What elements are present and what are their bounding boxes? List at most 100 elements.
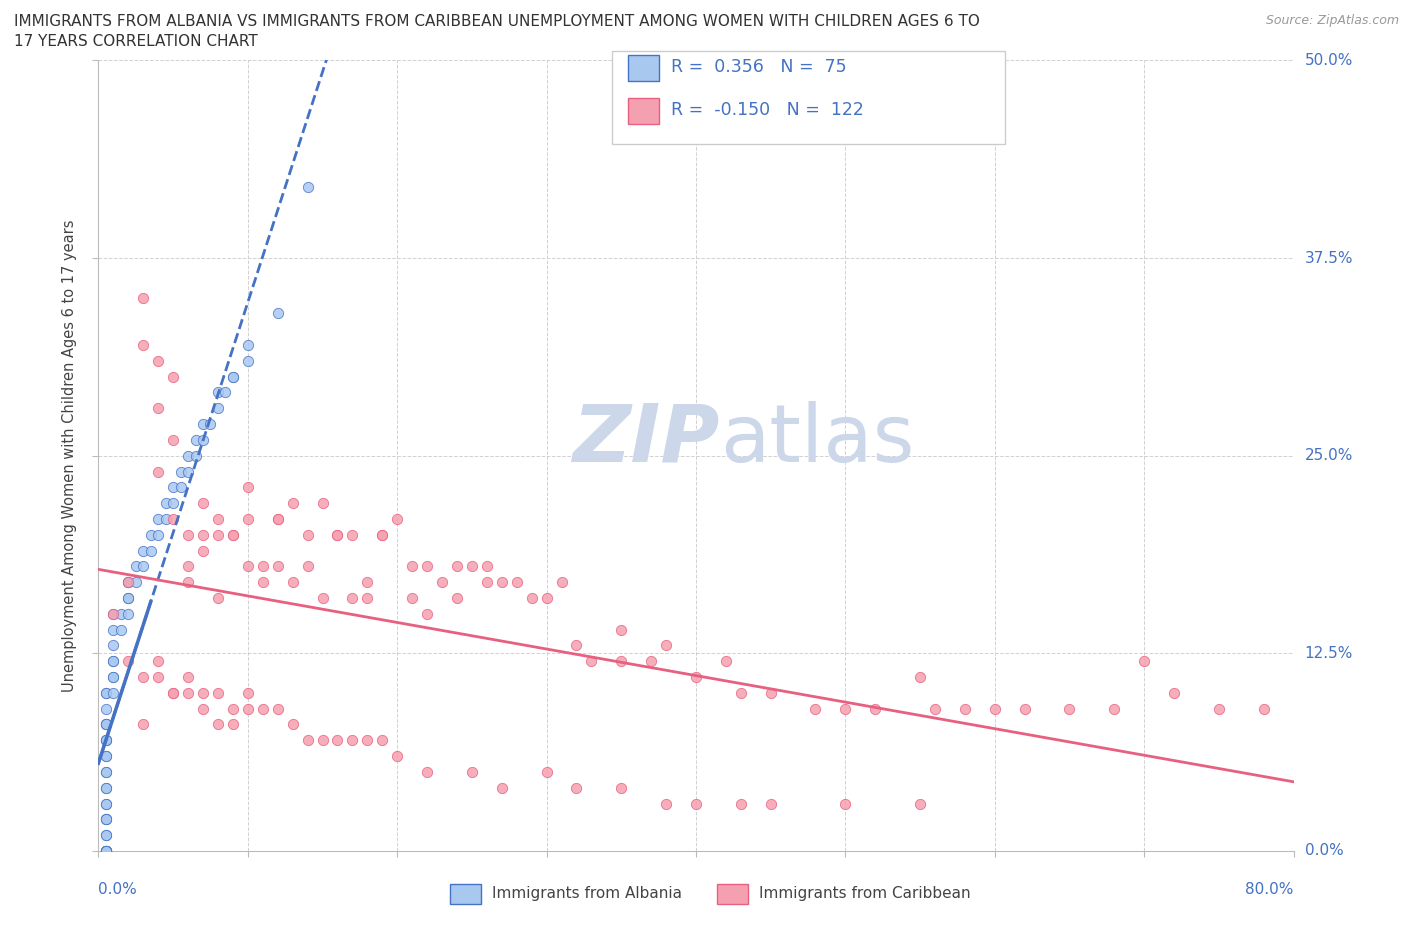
Text: Immigrants from Caribbean: Immigrants from Caribbean bbox=[759, 886, 972, 901]
Point bbox=[297, 733, 319, 748]
Point bbox=[94, 764, 117, 779]
Point bbox=[520, 591, 543, 605]
Point bbox=[759, 796, 782, 811]
Point bbox=[461, 764, 484, 779]
Text: ZIP: ZIP bbox=[572, 401, 720, 479]
Point bbox=[953, 701, 976, 716]
Point bbox=[177, 670, 200, 684]
Point bbox=[267, 512, 290, 526]
Point bbox=[491, 780, 513, 795]
Point bbox=[475, 559, 498, 574]
Point bbox=[685, 670, 707, 684]
Point bbox=[759, 685, 782, 700]
Point bbox=[804, 701, 827, 716]
Point bbox=[506, 575, 529, 590]
Point bbox=[162, 369, 184, 384]
Point bbox=[565, 780, 588, 795]
Point bbox=[117, 591, 139, 605]
Point bbox=[94, 812, 117, 827]
Point bbox=[94, 717, 117, 732]
Point bbox=[94, 717, 117, 732]
Point bbox=[252, 575, 274, 590]
Point bbox=[139, 527, 162, 542]
Point bbox=[416, 559, 439, 574]
Point bbox=[139, 543, 162, 558]
Point bbox=[94, 685, 117, 700]
Point bbox=[177, 527, 200, 542]
Point bbox=[191, 496, 214, 511]
Point bbox=[236, 480, 259, 495]
Point bbox=[640, 654, 662, 669]
Point bbox=[610, 780, 633, 795]
Point bbox=[103, 685, 125, 700]
Point bbox=[908, 796, 931, 811]
Point bbox=[94, 733, 117, 748]
Point bbox=[191, 685, 214, 700]
Point bbox=[117, 654, 139, 669]
Point bbox=[94, 828, 117, 843]
Point bbox=[297, 559, 319, 574]
Point bbox=[94, 796, 117, 811]
Point bbox=[356, 591, 378, 605]
Point bbox=[191, 543, 214, 558]
Point bbox=[1059, 701, 1081, 716]
Point bbox=[730, 685, 752, 700]
Point bbox=[162, 480, 184, 495]
Point bbox=[94, 844, 117, 858]
Point bbox=[162, 512, 184, 526]
Text: 0.0%: 0.0% bbox=[98, 882, 138, 897]
Point bbox=[207, 717, 229, 732]
Point bbox=[191, 432, 214, 447]
Point bbox=[125, 575, 148, 590]
Point bbox=[550, 575, 572, 590]
Text: IMMIGRANTS FROM ALBANIA VS IMMIGRANTS FROM CARIBBEAN UNEMPLOYMENT AMONG WOMEN WI: IMMIGRANTS FROM ALBANIA VS IMMIGRANTS FR… bbox=[14, 14, 980, 29]
Point bbox=[610, 654, 633, 669]
Point bbox=[281, 575, 304, 590]
Point bbox=[865, 701, 887, 716]
Point bbox=[281, 717, 304, 732]
Point bbox=[155, 496, 177, 511]
Point bbox=[461, 559, 484, 574]
Point bbox=[207, 401, 229, 416]
Point bbox=[326, 527, 349, 542]
Point bbox=[1163, 685, 1185, 700]
Point bbox=[155, 512, 177, 526]
Point bbox=[281, 496, 304, 511]
Point bbox=[222, 527, 245, 542]
Point bbox=[236, 685, 259, 700]
Point bbox=[103, 622, 125, 637]
Point bbox=[184, 448, 207, 463]
Point bbox=[94, 844, 117, 858]
Point bbox=[148, 464, 170, 479]
Point bbox=[177, 575, 200, 590]
Point bbox=[924, 701, 946, 716]
Point bbox=[342, 591, 364, 605]
Y-axis label: Unemployment Among Women with Children Ages 6 to 17 years: Unemployment Among Women with Children A… bbox=[62, 219, 77, 692]
Point bbox=[169, 480, 191, 495]
Text: R =  0.356   N =  75: R = 0.356 N = 75 bbox=[671, 58, 846, 76]
Point bbox=[207, 385, 229, 400]
Point bbox=[714, 654, 737, 669]
Point bbox=[267, 701, 290, 716]
Text: R =  -0.150   N =  122: R = -0.150 N = 122 bbox=[671, 100, 863, 119]
Point bbox=[311, 496, 333, 511]
Point bbox=[1133, 654, 1156, 669]
Point bbox=[581, 654, 603, 669]
Point bbox=[311, 733, 333, 748]
Point bbox=[132, 290, 155, 305]
Point bbox=[834, 701, 856, 716]
Point bbox=[184, 432, 207, 447]
Point bbox=[110, 606, 132, 621]
Point bbox=[236, 559, 259, 574]
Point bbox=[117, 575, 139, 590]
Point bbox=[117, 575, 139, 590]
Text: 37.5%: 37.5% bbox=[1305, 250, 1353, 266]
Point bbox=[94, 796, 117, 811]
Text: 25.0%: 25.0% bbox=[1305, 448, 1353, 463]
Point bbox=[148, 527, 170, 542]
Point bbox=[117, 575, 139, 590]
Point bbox=[326, 733, 349, 748]
Point bbox=[103, 606, 125, 621]
Point bbox=[94, 764, 117, 779]
Point bbox=[103, 654, 125, 669]
